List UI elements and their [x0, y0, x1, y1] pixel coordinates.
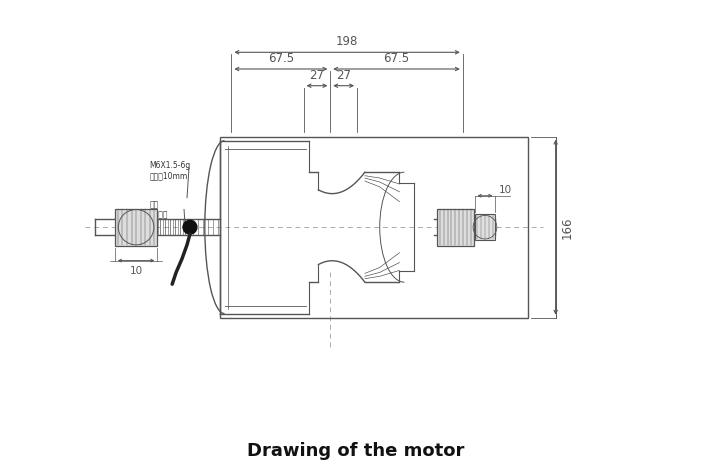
Text: 长度：10mm: 长度：10mm — [150, 171, 188, 180]
Text: 198: 198 — [336, 35, 358, 48]
Circle shape — [183, 221, 197, 235]
Text: 27: 27 — [336, 69, 351, 81]
Text: 67.5: 67.5 — [384, 52, 409, 65]
Bar — [475, 215, 496, 240]
Text: 67.5: 67.5 — [268, 52, 294, 65]
Bar — [219, 138, 528, 318]
Text: 27: 27 — [310, 69, 325, 81]
Text: 导线: 导线 — [150, 200, 159, 209]
Text: 导线直径: 导线直径 — [150, 210, 168, 219]
Text: 166: 166 — [560, 217, 574, 239]
Text: M6X1.5-6g: M6X1.5-6g — [150, 161, 191, 170]
Bar — [437, 209, 473, 247]
Text: Drawing of the motor: Drawing of the motor — [247, 441, 465, 459]
Text: 10: 10 — [130, 265, 142, 275]
Text: 10: 10 — [498, 184, 511, 194]
Bar — [115, 209, 157, 247]
